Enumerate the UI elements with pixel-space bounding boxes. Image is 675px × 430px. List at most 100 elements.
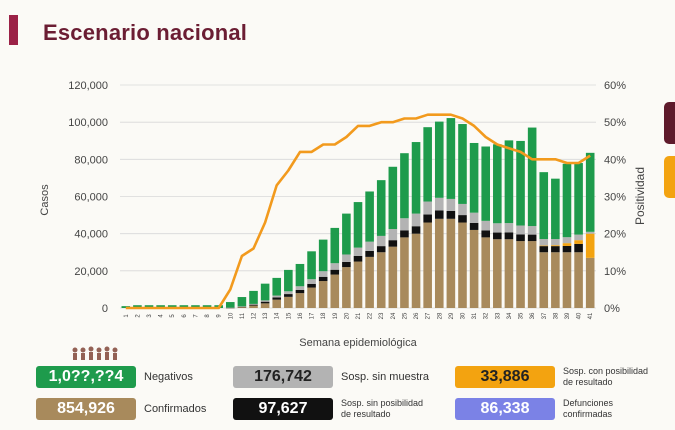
positivity-polyline <box>125 113 591 310</box>
x-tick-label: 14 <box>275 312 281 319</box>
bar-segment <box>342 254 351 262</box>
x-tick-label: 40 <box>577 312 583 319</box>
x-tick-label: 24 <box>391 312 397 319</box>
bar-segment <box>133 305 142 308</box>
bar-segment <box>574 234 583 241</box>
bar-segment <box>446 118 456 199</box>
bar-segment <box>423 222 432 308</box>
bar-segment <box>376 180 386 236</box>
bar-segment <box>295 293 305 308</box>
bar-segment <box>202 305 212 308</box>
bar-segment <box>237 306 247 307</box>
y-tick-label: 40,000 <box>74 229 108 241</box>
stat-confirmados-label: Confirmados <box>144 403 207 415</box>
bar-segment <box>434 121 444 198</box>
y2-tick-label: 20% <box>604 229 626 241</box>
bar-segment <box>458 215 467 223</box>
bar-segment <box>504 232 514 240</box>
bar-segment <box>458 203 467 216</box>
bar-segment <box>330 227 340 264</box>
people-icon <box>72 346 118 360</box>
bar-segment <box>318 281 328 308</box>
bar-segment <box>469 229 479 308</box>
y-tick-label: 120,000 <box>68 80 108 92</box>
bar-segment <box>551 239 560 246</box>
bar-segment <box>272 295 282 298</box>
stat-defunciones-value: 86,338 <box>455 398 555 420</box>
bar-segment <box>527 127 537 227</box>
bar-segment <box>284 296 293 308</box>
legend-swatch-orange <box>664 156 675 198</box>
x-tick-label: 25 <box>402 312 408 319</box>
bar-segment <box>585 152 595 232</box>
x-tick-label: 9 <box>217 314 223 318</box>
bar-segment <box>539 172 549 240</box>
x-axis-label: Semana epidemiológica <box>299 337 417 349</box>
bar-segment <box>295 286 305 290</box>
bar-segment <box>539 252 549 308</box>
bar-segment <box>493 232 502 240</box>
x-tick-label: 39 <box>565 312 571 319</box>
x-tick-label: 38 <box>553 312 559 319</box>
bar-segment <box>388 240 398 247</box>
bar-segment <box>260 301 270 304</box>
x-tick-label: 8 <box>205 314 211 318</box>
bar-segment <box>318 276 328 282</box>
x-tick-label: 23 <box>379 312 385 319</box>
bar-segment <box>574 240 583 244</box>
x-tick-label: 41 <box>588 312 594 319</box>
bar-segment <box>458 124 467 204</box>
bar-segment <box>376 252 386 308</box>
stat-con-posibilidad-value: 33,886 <box>455 366 555 388</box>
bar-segment <box>179 305 189 308</box>
x-tick-label: 6 <box>182 314 188 318</box>
bar-segment <box>539 245 549 247</box>
bar-segment <box>144 305 154 308</box>
x-tick-label: 26 <box>414 312 420 319</box>
bar-segment <box>353 255 363 262</box>
bar-segment <box>237 307 247 308</box>
bar-segment <box>376 246 386 253</box>
bar-segment <box>365 256 374 308</box>
bar-segment <box>330 269 340 275</box>
stat-confirmados-value: 854,926 <box>36 398 136 420</box>
x-tick-label: 34 <box>507 312 513 319</box>
bar-segment <box>284 294 293 297</box>
bar-segment <box>365 241 374 251</box>
x-tick-label: 33 <box>495 312 501 319</box>
x-tick-label: 29 <box>449 312 455 319</box>
stat-sin-muestra-label: Sosp. sin muestra <box>341 371 430 383</box>
y2-tick-label: 40% <box>604 154 626 166</box>
stat-sin-posibilidad-value: 97,627 <box>233 398 333 420</box>
bar-segment <box>307 283 316 288</box>
bar-segment <box>156 305 165 308</box>
bar-segment <box>446 210 456 219</box>
bar-segment <box>318 271 328 277</box>
x-tick-label: 5 <box>170 314 176 318</box>
bar-segment <box>504 239 514 308</box>
bar-segment <box>504 140 514 224</box>
bar-segment <box>551 246 560 253</box>
x-tick-label: 32 <box>484 312 490 319</box>
bar-segment <box>237 306 247 308</box>
bar-segment <box>400 218 409 231</box>
x-tick-label: 10 <box>228 312 234 319</box>
bar-segment <box>376 235 386 247</box>
bar-segment <box>446 198 456 211</box>
bar-segment <box>481 237 491 308</box>
bar-segment <box>527 226 537 235</box>
x-tick-label: 17 <box>310 312 316 319</box>
bar-segment <box>400 237 409 308</box>
bar-segment <box>272 299 282 308</box>
bar-segment <box>388 229 398 241</box>
y-tick-label: 0 <box>102 303 108 315</box>
bar-segment <box>585 257 595 308</box>
x-tick-label: 13 <box>263 312 269 319</box>
y-axis-ticks: 0 20,000 40,000 60,000 80,000 100,000 120,000 <box>68 80 108 315</box>
bar-segment <box>353 247 363 256</box>
bar-segment <box>516 140 525 226</box>
bar-segment <box>284 269 293 292</box>
bar-segment <box>307 279 316 284</box>
x-tick-label: 37 <box>542 312 548 319</box>
stat-sin-muestra-value: 176,742 <box>233 366 333 388</box>
